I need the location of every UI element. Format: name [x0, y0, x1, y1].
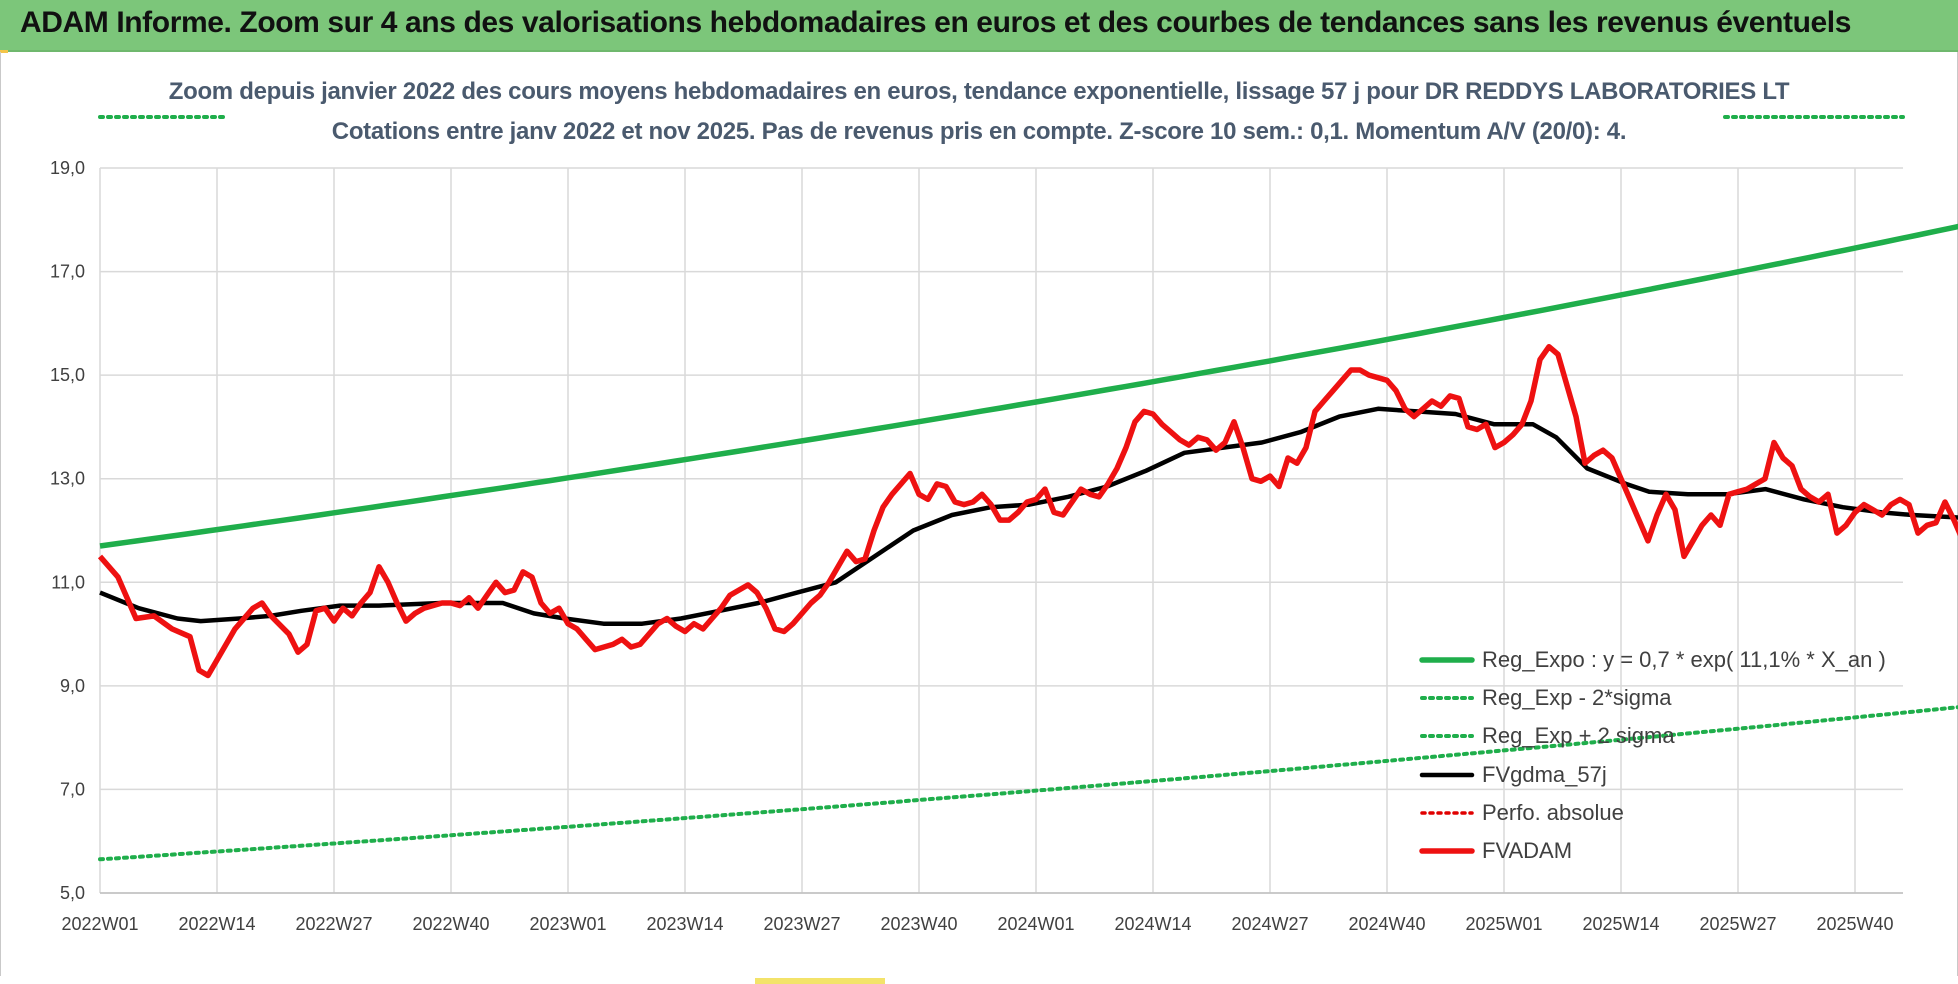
x-tick-label: 2022W01 — [61, 914, 138, 934]
legend: Reg_Expo : y = 0,7 * exp( 11,1% * X_an )… — [1419, 647, 1886, 863]
y-tick-label: 15,0 — [50, 365, 85, 385]
y-tick-label: 7,0 — [60, 779, 85, 799]
x-tick-label: 2024W14 — [1114, 914, 1191, 934]
y-tick-label: 13,0 — [50, 469, 85, 489]
bottom-accent — [755, 978, 885, 984]
header-banner: ADAM Informe. Zoom sur 4 ans des valoris… — [0, 0, 1958, 52]
x-tick-label: 2024W40 — [1348, 914, 1425, 934]
x-tick-label: 2024W01 — [997, 914, 1074, 934]
page-title: ADAM Informe. Zoom sur 4 ans des valoris… — [20, 6, 1852, 39]
x-tick-label: 2025W14 — [1582, 914, 1659, 934]
x-tick-label: 2025W40 — [1816, 914, 1893, 934]
accent-mark — [0, 50, 8, 53]
reg-exp-minus-2sigma-line — [98, 705, 1958, 862]
y-tick-label: 9,0 — [60, 676, 85, 696]
x-tick-label: 2023W40 — [880, 914, 957, 934]
y-tick-label: 11,0 — [51, 572, 85, 592]
x-tick-label: 2022W40 — [412, 914, 489, 934]
legend-fvadam-label: FVADAM — [1482, 838, 1572, 863]
x-tick-label: 2023W01 — [529, 914, 606, 934]
legend-plus-2sigma-label: Reg_Exp + 2 sigma — [1482, 723, 1675, 748]
fvadam-line — [97, 343, 1958, 679]
legend-reg-expo-label: Reg_Expo : y = 0,7 * exp( 11,1% * X_an ) — [1482, 647, 1886, 672]
x-tick-label: 2023W14 — [646, 914, 723, 934]
x-tick-label: 2022W14 — [178, 914, 255, 934]
x-tick-label: 2023W27 — [763, 914, 840, 934]
y-tick-label: 17,0 — [50, 262, 85, 282]
grid-lines — [99, 167, 1903, 894]
x-tick-label: 2024W27 — [1231, 914, 1308, 934]
chart-subtitle: Cotations entre janv 2022 et nov 2025. P… — [331, 118, 1627, 145]
series-lines — [97, 115, 1958, 862]
chart-title: Zoom depuis janvier 2022 des cours moyen… — [168, 78, 1790, 105]
y-tick-label: 5,0 — [60, 883, 85, 903]
reg-expo-line — [99, 223, 1958, 549]
fvgdma-line — [99, 406, 1958, 626]
x-tick-label: 2022W27 — [295, 914, 372, 934]
y-tick-label: 19,0 — [50, 158, 85, 178]
bottom-strip — [0, 976, 1958, 984]
legend-fvgdma-label: FVgdma_57j — [1482, 762, 1607, 787]
legend-perfo-absolue-label: Perfo. absolue — [1482, 800, 1624, 825]
x-tick-label: 2025W27 — [1699, 914, 1776, 934]
axis-labels: 5,0 7,0 9,0 11,0 13,0 15,0 17,0 19,0 2022W01 2022… — [50, 158, 1894, 934]
x-tick-label: 2025W01 — [1465, 914, 1542, 934]
legend-minus-2sigma-label: Reg_Exp - 2*sigma — [1482, 685, 1672, 710]
